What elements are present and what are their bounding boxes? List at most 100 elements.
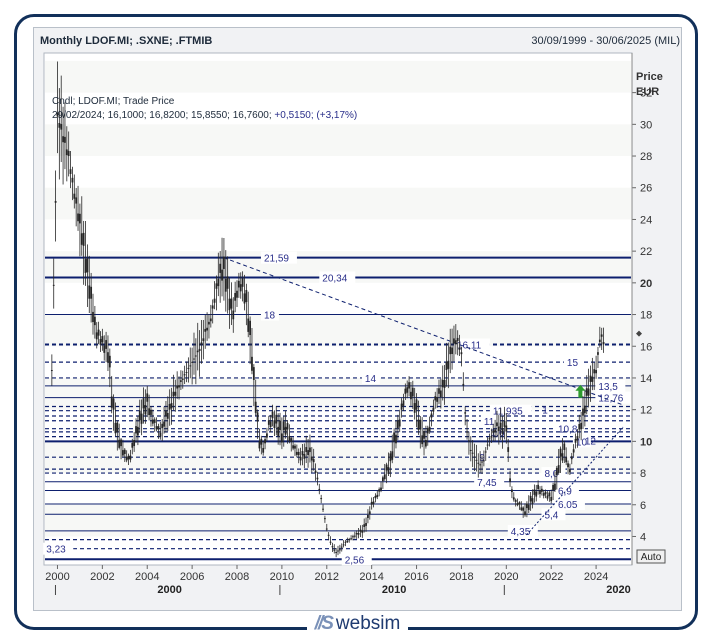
candle-body	[129, 455, 132, 460]
candle-body	[413, 403, 416, 413]
candle-body	[69, 169, 72, 174]
level-label-bg	[474, 475, 505, 488]
grid-band	[45, 60, 631, 93]
candle-body	[224, 278, 227, 292]
candle-body	[490, 436, 493, 438]
candle-body	[245, 290, 248, 302]
candle-body	[299, 456, 302, 461]
auto-scale-label: Auto	[641, 552, 662, 563]
candle-body	[325, 528, 328, 530]
candle-body	[340, 546, 343, 548]
candle-body	[482, 460, 485, 462]
level-label: 20,34	[322, 273, 347, 284]
candle-body	[576, 436, 579, 441]
candle-body	[310, 456, 313, 461]
candle-body	[209, 318, 212, 322]
candle-body	[567, 463, 569, 468]
candle-body	[580, 422, 583, 430]
candle-body	[316, 477, 319, 480]
candle-body	[430, 413, 433, 418]
candle-body	[73, 193, 76, 199]
auto-scale-button[interactable]: Auto	[636, 549, 666, 564]
candle-body	[127, 455, 130, 460]
candle-body	[193, 358, 195, 360]
x-axis: 2000 2002 2004 2006 2008 2010 2012 2014 2016 2018…	[45, 565, 631, 596]
candle-body	[239, 284, 242, 292]
level-label-bg	[43, 542, 74, 555]
candle-body	[583, 405, 586, 414]
y-tick-label: 10	[640, 436, 652, 448]
candle-body	[148, 408, 151, 416]
candle-body	[183, 374, 186, 376]
candle-body	[593, 369, 596, 374]
candle-body	[142, 398, 145, 409]
candle-body	[60, 124, 63, 130]
candle-body	[191, 361, 194, 363]
candle-body	[168, 403, 171, 410]
candle-body	[563, 443, 566, 450]
candle-body	[557, 465, 560, 473]
candle-body	[155, 426, 158, 430]
x-tick-label: 2006	[180, 571, 204, 583]
level-label-bg	[563, 356, 582, 369]
candle-body	[426, 427, 429, 434]
level-label: 21,59	[264, 254, 289, 265]
candle-body	[542, 493, 545, 496]
candle-body	[531, 498, 534, 504]
candle-body	[260, 438, 263, 445]
candle-body	[286, 423, 289, 430]
candle-body	[86, 258, 89, 273]
candle-body	[84, 259, 87, 273]
candle-body	[122, 450, 124, 456]
candle-body	[161, 423, 164, 429]
candle-body	[578, 424, 581, 430]
candle-body	[468, 440, 470, 442]
candle-body	[335, 552, 338, 554]
x-tick-label: 2008	[225, 571, 249, 583]
candle-body	[546, 495, 549, 499]
decade-label: 2010	[382, 584, 406, 596]
candle-body	[77, 213, 79, 222]
candle-body	[363, 524, 366, 527]
candle-body	[56, 112, 59, 117]
legend-line2: 29/02/2024; 16,1000; 16,8200; 15,8550; 1…	[52, 110, 357, 121]
candle-body	[454, 340, 457, 345]
level-label-bg	[260, 308, 279, 321]
y-tick-label: 4	[640, 531, 646, 543]
candle-body	[202, 338, 205, 342]
y-tick-label: 14	[640, 373, 652, 385]
candle-body	[180, 380, 182, 382]
candle-body	[554, 483, 556, 490]
candle-body	[157, 426, 160, 430]
candle-body	[288, 436, 291, 442]
candle-body	[215, 283, 218, 289]
x-tick-label: 2024	[584, 571, 608, 583]
candle-body	[529, 495, 532, 502]
legend-change: +0,5150; (+3,17%)	[274, 110, 357, 121]
y-tick-label: 18	[640, 310, 652, 322]
trend-line	[526, 426, 624, 536]
candle-body	[540, 488, 543, 492]
brand-logo[interactable]: //S websim	[0, 613, 715, 635]
markers	[575, 330, 642, 398]
x-tick-label: 2018	[449, 571, 473, 583]
level-label-bg	[541, 508, 566, 521]
level-label: 15	[567, 358, 579, 369]
date-range: 30/09/1999 - 30/06/2025 (MIL)	[531, 35, 680, 47]
candle-body	[391, 451, 394, 460]
level-label: 1	[542, 406, 548, 417]
price-series	[50, 61, 605, 558]
trend-line	[223, 257, 624, 406]
candle-body	[50, 370, 53, 372]
candle-body	[294, 445, 296, 449]
candle-body	[200, 342, 203, 345]
currency-axis-label: EUR	[636, 86, 659, 98]
y-tick-label: 30	[640, 119, 652, 131]
candle-body	[374, 495, 377, 499]
x-tick-label: 2022	[539, 571, 563, 583]
y-tick-label: 12	[640, 405, 652, 417]
candle-body	[174, 391, 177, 396]
y-tick-label: 6	[640, 500, 646, 512]
candle-body	[509, 478, 511, 482]
